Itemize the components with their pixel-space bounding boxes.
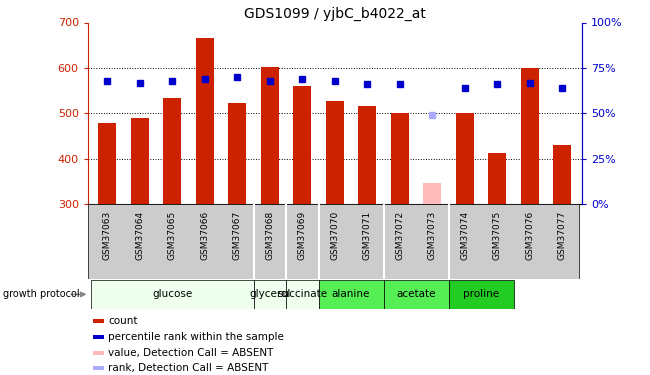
Title: GDS1099 / yjbC_b4022_at: GDS1099 / yjbC_b4022_at	[244, 8, 426, 21]
Bar	[228, 103, 246, 204]
Bar	[261, 67, 279, 204]
Bar	[553, 145, 571, 204]
Text: GSM37066: GSM37066	[200, 210, 209, 260]
Text: glycerol: glycerol	[249, 290, 291, 299]
Text: GSM37063: GSM37063	[103, 210, 112, 260]
Text: GSM37077: GSM37077	[558, 210, 567, 260]
Text: GSM37075: GSM37075	[493, 210, 502, 260]
Bar	[521, 68, 539, 204]
Bar	[456, 113, 474, 204]
Text: GSM37065: GSM37065	[168, 210, 177, 260]
Bar	[93, 319, 103, 323]
Bar	[93, 366, 103, 370]
Text: GSM37071: GSM37071	[363, 210, 372, 260]
Text: acetate: acetate	[396, 290, 436, 299]
Bar	[131, 118, 149, 204]
Bar	[163, 98, 181, 204]
Text: value, Detection Call = ABSENT: value, Detection Call = ABSENT	[109, 348, 274, 358]
Text: GSM37076: GSM37076	[525, 210, 534, 260]
Text: alanine: alanine	[332, 290, 370, 299]
Bar	[93, 335, 103, 339]
Text: GSM37072: GSM37072	[395, 210, 404, 260]
Text: succinate: succinate	[277, 290, 328, 299]
Text: count: count	[109, 316, 138, 326]
Bar	[326, 101, 344, 204]
Bar	[384, 280, 448, 309]
Bar	[91, 280, 254, 309]
Text: GSM37073: GSM37073	[428, 210, 437, 260]
Text: GSM37069: GSM37069	[298, 210, 307, 260]
Bar	[448, 280, 514, 309]
Text: growth protocol: growth protocol	[3, 290, 80, 299]
Bar	[196, 38, 214, 204]
Text: GSM37064: GSM37064	[135, 210, 144, 260]
Bar	[93, 351, 103, 355]
Text: rank, Detection Call = ABSENT: rank, Detection Call = ABSENT	[109, 363, 269, 374]
Text: proline: proline	[463, 290, 499, 299]
Bar	[293, 86, 311, 204]
Bar	[254, 280, 286, 309]
Bar	[391, 113, 409, 204]
Text: glucose: glucose	[152, 290, 192, 299]
Text: GSM37074: GSM37074	[460, 210, 469, 260]
Bar	[286, 280, 318, 309]
Bar	[423, 183, 441, 204]
Bar	[488, 153, 506, 204]
Text: GSM37068: GSM37068	[265, 210, 274, 260]
Text: GSM37070: GSM37070	[330, 210, 339, 260]
Text: GSM37067: GSM37067	[233, 210, 242, 260]
Bar	[98, 123, 116, 204]
Text: percentile rank within the sample: percentile rank within the sample	[109, 332, 284, 342]
Bar	[318, 280, 384, 309]
Bar	[358, 106, 376, 204]
